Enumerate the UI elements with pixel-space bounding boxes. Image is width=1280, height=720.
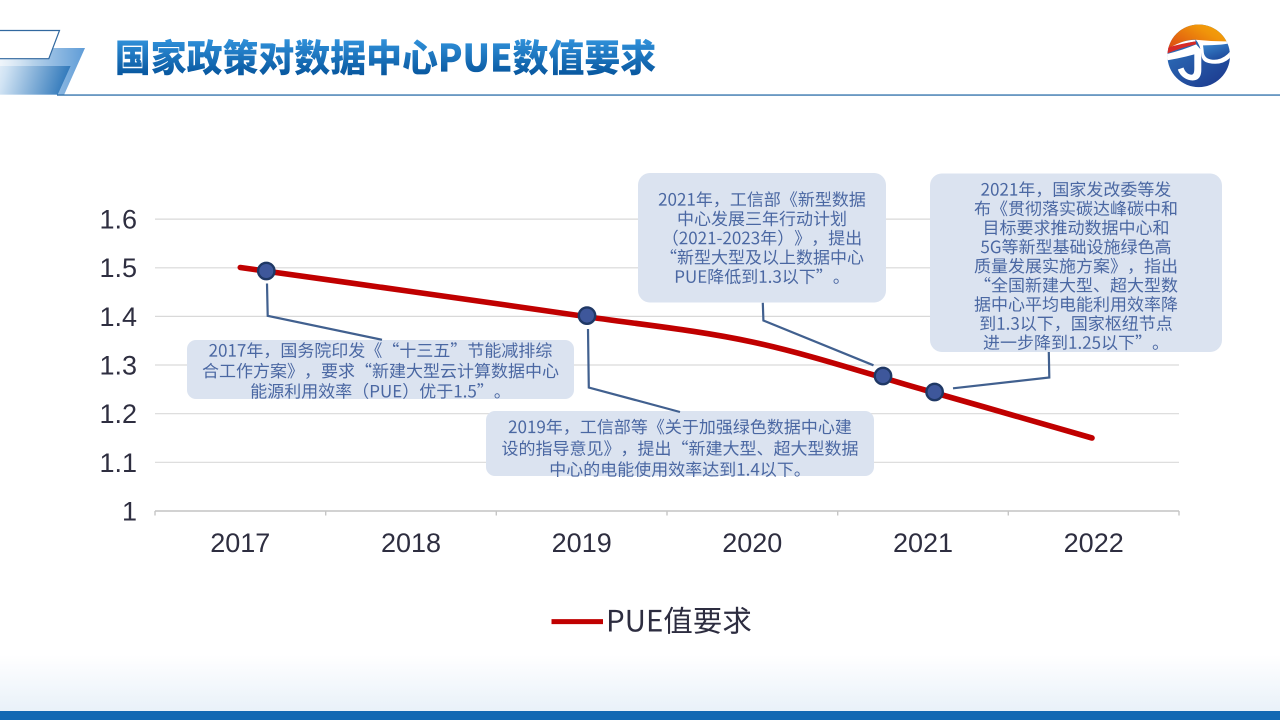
svg-text:2022: 2022 bbox=[1064, 528, 1124, 558]
svg-text:2017: 2017 bbox=[210, 528, 270, 558]
svg-text:2019: 2019 bbox=[552, 528, 612, 558]
svg-text:2018: 2018 bbox=[381, 528, 441, 558]
svg-text:1.2: 1.2 bbox=[99, 399, 137, 429]
svg-text:1.6: 1.6 bbox=[99, 205, 137, 235]
svg-text:1.5: 1.5 bbox=[99, 253, 137, 283]
svg-text:2021: 2021 bbox=[893, 528, 953, 558]
svg-text:1.3: 1.3 bbox=[99, 351, 137, 381]
svg-text:1: 1 bbox=[122, 497, 137, 527]
svg-text:1.4: 1.4 bbox=[99, 302, 137, 332]
svg-text:2020: 2020 bbox=[722, 528, 782, 558]
svg-text:1.1: 1.1 bbox=[99, 448, 137, 478]
